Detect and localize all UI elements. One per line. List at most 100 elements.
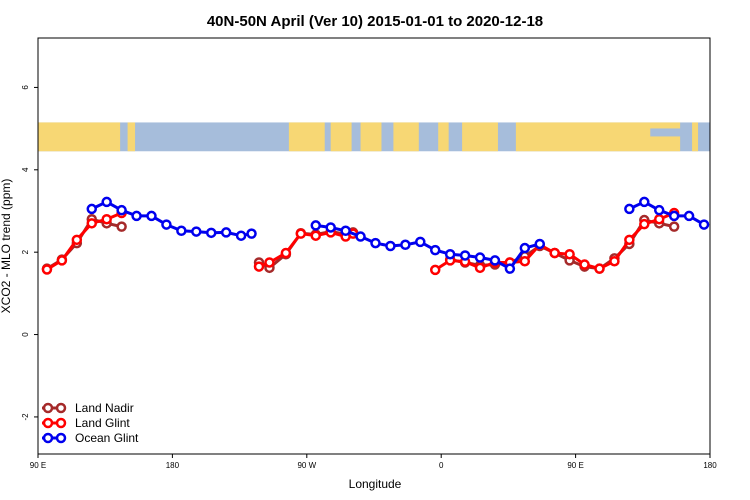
y-axis-label: XCO2 - MLO trend (ppm) [0,179,13,314]
data-point-ocean-glint [698,219,710,230]
legend-label-ocean-glint: Ocean Glint [75,431,139,445]
data-point-ocean-glint [474,252,486,263]
y-axis: -2 0 2 4 6 [21,85,38,421]
data-point-ocean-glint [116,204,127,216]
x-tick-label: 180 [703,461,717,470]
data-point-ocean-glint [205,227,217,239]
data-point-ocean-glint [220,227,232,238]
map-land [288,122,325,152]
data-point-ocean-glint [86,203,98,215]
plot-series [41,196,710,276]
legend-marker-ocean-glint [55,432,67,444]
y-tick-label: 6 [21,85,30,90]
x-axis: 90 E 180 90 W 0 90 E 180 [30,454,717,470]
x-tick-label: 90 W [297,461,316,470]
data-point-land-glint [71,234,83,246]
y-tick-label: 0 [21,332,30,337]
data-point-ocean-glint [444,248,456,260]
data-point-land-glint [56,255,68,266]
data-point-land-glint [609,255,620,267]
data-point-land-glint [519,255,531,267]
data-point-land-glint [41,264,53,275]
data-point-land-glint [310,230,322,241]
data-point-ocean-glint [429,244,441,256]
map-land [330,122,352,152]
data-point-land-glint [253,261,265,272]
map-land [127,122,136,152]
data-point-ocean-glint [639,196,650,208]
series-ocean-glint [86,196,710,274]
plot-frame [37,37,711,455]
data-point-ocean-glint [355,231,366,242]
map-land [462,122,498,152]
data-point-ocean-glint [131,210,142,222]
series-line-ocean-glint [315,223,541,271]
map-land [438,122,449,152]
data-point-land-glint [624,234,635,246]
data-point-ocean-glint [668,210,680,222]
series-line-land-glint [434,211,675,272]
y-tick-label: 2 [21,249,30,254]
series-land-glint [41,207,680,276]
data-point-ocean-glint [534,238,546,250]
world-map-strip [38,122,710,152]
data-point-ocean-glint [325,222,336,233]
data-point-land-nadir [668,221,680,232]
map-land [360,122,382,152]
data-point-ocean-glint [653,204,665,216]
data-point-land-glint [549,247,560,259]
data-point-ocean-glint [683,210,695,222]
data-point-land-glint [564,248,575,260]
data-point-ocean-glint [504,263,516,274]
map-land [38,122,121,152]
x-tick-label: 90 E [30,461,46,470]
data-point-land-glint [639,218,650,230]
y-tick-label: -2 [21,413,30,421]
data-point-ocean-glint [385,240,396,252]
data-point-ocean-glint [246,228,257,239]
map-land [692,122,699,152]
data-point-ocean-glint [624,203,635,215]
data-point-land-glint [264,257,275,268]
legend-marker-land-nadir [55,402,67,414]
y-tick-label: 4 [21,167,30,172]
data-point-ocean-glint [519,242,531,254]
data-point-ocean-glint [415,236,426,248]
data-point-land-glint [280,247,292,259]
data-point-ocean-glint [101,196,112,208]
x-tick-label: 90 E [567,461,583,470]
map-sea [650,128,691,137]
data-point-ocean-glint [235,230,247,241]
data-point-ocean-glint [459,250,471,261]
data-point-land-glint [101,213,112,225]
data-point-ocean-glint [191,226,202,237]
data-point-land-glint [295,228,307,239]
data-point-land-glint [594,263,605,274]
data-point-land-nadir [116,221,127,232]
data-point-ocean-glint [310,220,322,231]
data-point-land-glint [429,264,441,276]
map-land [515,122,681,152]
map-land [393,122,419,152]
data-point-ocean-glint [161,219,172,230]
legend-label-land-nadir: Land Nadir [75,401,134,415]
data-point-ocean-glint [176,225,187,237]
x-tick-label: 180 [166,461,180,470]
data-point-ocean-glint [370,237,381,249]
data-point-ocean-glint [489,255,501,266]
data-point-land-glint [86,218,98,229]
data-point-land-glint [653,213,665,225]
legend-marker-land-nadir [42,402,54,414]
legend-marker-land-glint [55,417,67,429]
data-point-ocean-glint [340,225,351,237]
data-point-ocean-glint [400,239,411,251]
data-point-land-glint [474,262,486,274]
data-point-ocean-glint [146,210,157,222]
legend-marker-land-glint [42,417,54,429]
data-point-land-glint [579,259,590,270]
x-tick-label: 0 [439,461,444,470]
legend-marker-ocean-glint [42,432,54,444]
legend-label-land-glint: Land Glint [75,416,130,430]
